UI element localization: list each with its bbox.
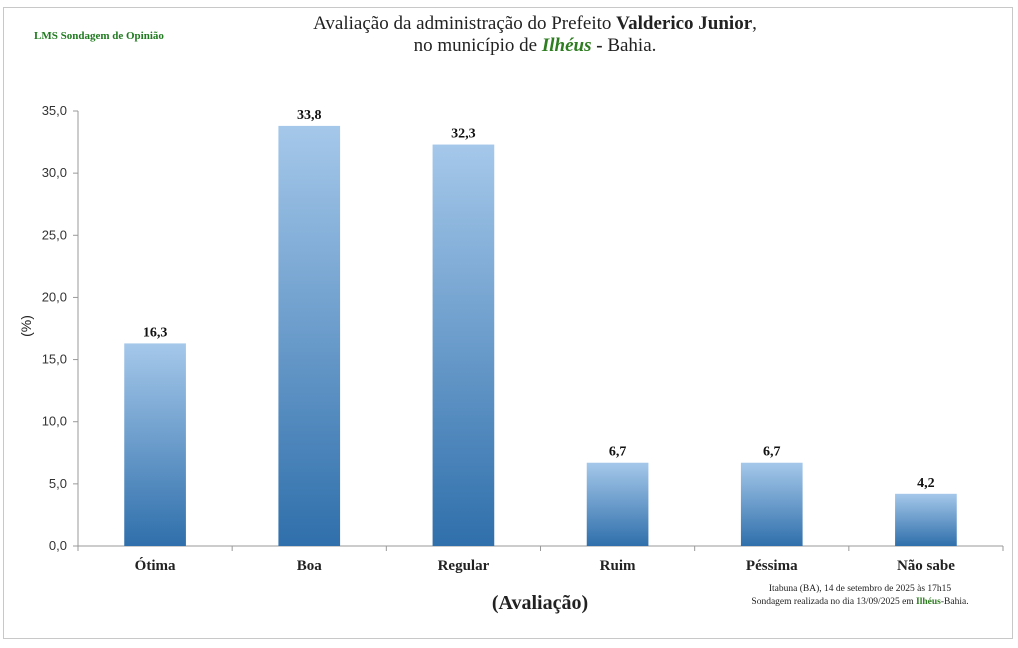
- chart-frame: [3, 7, 1013, 639]
- footnote-survey-text: Sondagem realizada no dia 13/09/2025 em: [751, 597, 914, 607]
- bar-value-label: 4,2: [917, 476, 935, 491]
- y-tick-label: 30,0: [42, 165, 67, 180]
- x-category-label: Boa: [297, 558, 323, 574]
- brand-label: LMS Sondagem de Opinião: [34, 30, 164, 42]
- bar-value-label: 6,7: [763, 445, 781, 460]
- chart-title-line1: Avaliação da administração do Prefeito V…: [250, 13, 820, 35]
- bar: [895, 493, 957, 546]
- bar: [740, 462, 803, 546]
- title-municipality-prefix: no município de: [413, 35, 538, 56]
- footnote-date: Itabuna (BA), 14 de setembro de 2025 às …: [768, 584, 952, 594]
- title-dash: -: [596, 35, 603, 56]
- y-tick-label: 10,0: [42, 414, 67, 429]
- y-tick-label: 0,0: [49, 538, 67, 553]
- y-tick-label: 5,0: [49, 476, 67, 491]
- y-tick-label: 20,0: [42, 289, 67, 304]
- x-category-label: Regular: [438, 558, 490, 574]
- x-category-label: Péssima: [746, 558, 798, 574]
- x-category-label: Não sabe: [897, 558, 955, 574]
- title-mayor-name: Valderico Junior: [616, 13, 753, 34]
- title-comma: ,: [752, 13, 757, 34]
- title-city: Ilhéus: [541, 35, 592, 56]
- title-prefix: Avaliação da administração do Prefeito: [313, 13, 612, 34]
- bar-value-label: 6,7: [609, 445, 627, 460]
- x-axis-label: (Avaliação): [491, 592, 589, 614]
- bar: [586, 462, 649, 546]
- bar-value-label: 32,3: [451, 127, 476, 142]
- title-state: Bahia.: [607, 35, 657, 56]
- bar-value-label: 16,3: [143, 325, 168, 340]
- x-category-label: Ruim: [600, 558, 636, 574]
- y-tick-label: 25,0: [42, 227, 67, 242]
- bar: [124, 343, 186, 546]
- footnote-city: Ilhéus: [916, 597, 941, 607]
- bar: [278, 125, 341, 547]
- bar-value-label: 33,8: [297, 108, 322, 123]
- y-tick-label: 15,0: [42, 352, 67, 367]
- x-category-label: Ótima: [135, 557, 176, 574]
- y-tick-label: 35,0: [42, 103, 67, 118]
- footnote-state: -Bahia.: [940, 597, 969, 607]
- chart-title-line2: no município de Ilhéus - Bahia.: [250, 35, 820, 57]
- footnote-survey: Sondagem realizada no dia 13/09/2025 em …: [720, 597, 1000, 607]
- bar: [432, 144, 495, 547]
